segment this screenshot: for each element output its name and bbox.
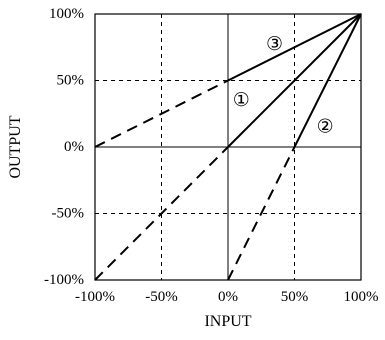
- x-tick-label: 0%: [218, 289, 238, 305]
- series-1-label: ①: [233, 90, 250, 111]
- y-tick-label: 0%: [64, 139, 84, 155]
- y-tick-label: -100%: [44, 272, 84, 288]
- series-3-dashed-segment: [94, 79, 229, 148]
- x-tick-label: 100%: [344, 289, 379, 305]
- x-axis-title: INPUT: [204, 313, 251, 330]
- series-3-label: ③: [266, 34, 283, 55]
- series-1-solid-segment: [227, 13, 362, 148]
- x-tick-label: -100%: [75, 289, 115, 305]
- series-2-label: ②: [317, 117, 334, 138]
- series-3-solid-segment: [227, 13, 362, 82]
- series-layer: [94, 13, 362, 281]
- series-1-dashed-segment: [94, 146, 229, 281]
- series-labels: ① ② ③: [233, 34, 334, 137]
- series-2-solid-segment: [293, 13, 362, 148]
- y-tick-label: 50%: [57, 73, 85, 89]
- y-axis-title: OUTPUT: [7, 115, 24, 178]
- tick-labels: -100% -50% 0% 50% 100% 100% 50% 0% -50% -100%: [44, 6, 379, 305]
- series-2-dashed-segment: [227, 146, 296, 281]
- x-tick-label: -50%: [145, 289, 178, 305]
- x-tick-label: 50%: [281, 289, 309, 305]
- y-tick-label: -50%: [52, 206, 85, 222]
- y-tick-label: 100%: [49, 6, 84, 22]
